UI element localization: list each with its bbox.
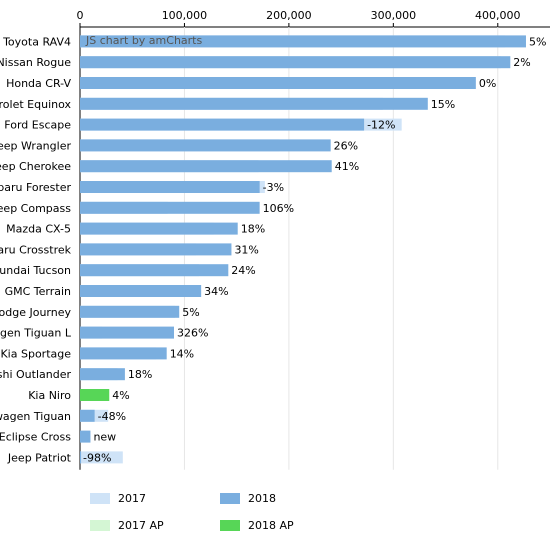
data-label: 5%: [182, 306, 199, 319]
bar-2018[interactable]: [80, 97, 428, 110]
category-label: Jeep Compass: [0, 202, 71, 215]
bar-2018[interactable]: [80, 201, 260, 214]
bar-2018[interactable]: [80, 181, 260, 193]
legend-item-2018[interactable]: 2018: [220, 492, 276, 505]
bar-2018[interactable]: [80, 222, 238, 235]
bar-2018[interactable]: [80, 139, 331, 152]
bar-2018[interactable]: [80, 243, 232, 256]
bar-2018[interactable]: [80, 368, 125, 381]
data-label: -3%: [263, 181, 284, 194]
legend-swatch-2018: [220, 493, 240, 504]
category-label: ubaru Forester: [0, 181, 71, 194]
legend-label-2017: 2017: [118, 492, 146, 505]
bar-2018[interactable]: [80, 56, 511, 69]
data-label: -98%: [83, 451, 111, 464]
data-label: -48%: [98, 410, 126, 423]
legend-item-2018-ap[interactable]: 2018 AP: [220, 519, 294, 532]
bar-2018[interactable]: [80, 118, 365, 131]
legend-item-2017-ap[interactable]: 2017 AP: [90, 519, 164, 532]
data-label: -12%: [367, 119, 395, 132]
category-label: Kia Sportage: [0, 347, 71, 360]
x-tick-label: 200,000: [266, 9, 312, 22]
category-label: Jeep Wrangler: [0, 139, 71, 152]
category-label: yundai Tucson: [0, 264, 71, 277]
data-label: 26%: [334, 139, 358, 152]
bar-2018[interactable]: [80, 77, 476, 89]
category-label: baru Crosstrek: [0, 243, 72, 256]
legend-label-2018: 2018: [248, 492, 276, 505]
chart-legend: 2017 2018 2017 AP 2018 AP: [0, 480, 550, 550]
bar-2018[interactable]: [80, 160, 332, 173]
data-label: 18%: [241, 223, 265, 236]
bar-2018[interactable]: [80, 347, 167, 360]
category-label: Ford Escape: [4, 119, 71, 132]
data-label: 4%: [112, 389, 129, 402]
category-label: GMC Terrain: [5, 285, 71, 298]
data-label: new: [93, 431, 116, 444]
category-label: Honda CR-V: [6, 77, 71, 90]
bar-2018[interactable]: [80, 305, 180, 318]
category-label: wagen Tiguan: [0, 410, 71, 423]
legend-item-2017[interactable]: 2017: [90, 492, 146, 505]
data-label: 18%: [128, 368, 152, 381]
x-tick-label: 0: [77, 9, 84, 22]
bar-2018[interactable]: [80, 409, 95, 422]
data-label: 5%: [529, 35, 546, 48]
data-label: 14%: [170, 347, 194, 360]
category-label: agen Tiguan L: [0, 327, 72, 340]
category-label: Toyota RAV4: [2, 35, 71, 48]
chart-watermark[interactable]: JS chart by amCharts: [85, 34, 202, 47]
data-label: 106%: [263, 202, 294, 215]
category-label: eep Cherokee: [0, 160, 71, 173]
category-label: Kia Niro: [28, 389, 71, 402]
bar-2018[interactable]: [80, 451, 82, 464]
legend-label-2017-ap: 2017 AP: [118, 519, 164, 532]
bar-2017[interactable]: [80, 451, 123, 464]
bar-2018[interactable]: [80, 264, 229, 277]
legend-label-2018-ap: 2018 AP: [248, 519, 294, 532]
x-tick-label: 400,000: [475, 9, 521, 22]
bar-2018[interactable]: [80, 35, 526, 48]
bar-2018[interactable]: [80, 326, 174, 339]
data-label: 326%: [177, 327, 208, 340]
data-label: 31%: [234, 243, 258, 256]
x-tick-label: 100,000: [162, 9, 208, 22]
legend-swatch-2018-ap: [220, 520, 240, 531]
data-label: 15%: [431, 98, 455, 111]
bar-2018[interactable]: [80, 430, 91, 443]
bar-2018[interactable]: [80, 285, 202, 297]
category-label: ishi Outlander: [0, 368, 71, 381]
legend-swatch-2017-ap: [90, 520, 110, 531]
data-label: 2%: [513, 56, 530, 69]
category-label: yvrolet Equinox: [0, 98, 71, 111]
data-label: 41%: [335, 160, 359, 173]
data-label: 24%: [231, 264, 255, 277]
category-label: Nissan Rogue: [0, 56, 71, 69]
data-label: 0%: [479, 77, 496, 90]
bar-2018-ap[interactable]: [80, 389, 110, 401]
category-label: Mazda CX-5: [6, 223, 71, 236]
category-label: Dodge Journey: [0, 306, 71, 319]
data-label: 34%: [204, 285, 228, 298]
bar-chart: 0 100,000 200,000 300,000 400,000 Toyota RAV4…: [0, 9, 550, 470]
x-tick-label: 300,000: [371, 9, 417, 22]
category-label: Eclipse Cross: [0, 431, 71, 444]
legend-swatch-2017: [90, 493, 110, 504]
category-label: Jeep Patriot: [7, 451, 72, 464]
